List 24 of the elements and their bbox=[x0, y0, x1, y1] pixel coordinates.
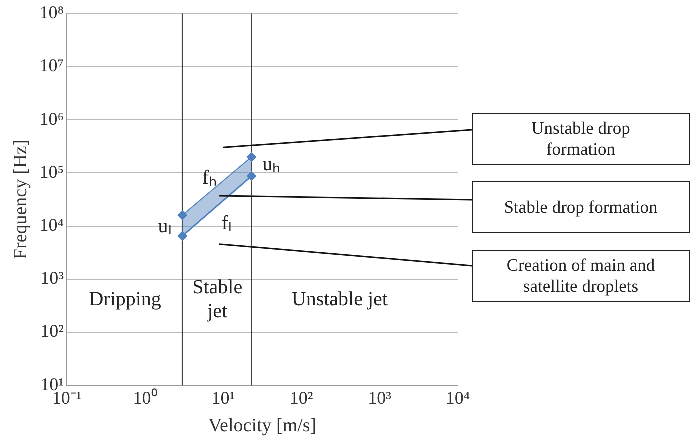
y-tick-label: 10⁵ bbox=[40, 162, 64, 182]
callout-box: Stable drop formation bbox=[472, 181, 690, 233]
annotation: fₕ bbox=[202, 166, 218, 189]
annotation: fₗ bbox=[222, 212, 232, 234]
annotation: Stable jet bbox=[192, 276, 243, 322]
x-axis-title: Velocity [m/s] bbox=[208, 416, 317, 437]
x-tick-label: 10³ bbox=[368, 388, 392, 408]
annotation: uₕ bbox=[262, 153, 281, 176]
x-tick-label: 10² bbox=[290, 388, 314, 408]
y-tick-label: 10⁴ bbox=[40, 214, 64, 235]
x-tick-label: 10¹ bbox=[212, 388, 236, 408]
y-tick-label: 10⁸ bbox=[40, 2, 64, 23]
x-tick-label: 10⁰ bbox=[133, 388, 158, 408]
y-tick-label: 10⁷ bbox=[40, 56, 64, 76]
y-tick-label: 10² bbox=[40, 321, 64, 342]
x-tick-label: 10⁴ bbox=[446, 388, 470, 408]
y-axis-title: Frequency [Hz] bbox=[10, 140, 32, 260]
annotation: Dripping bbox=[89, 288, 162, 310]
annotation: Unstable jet bbox=[292, 288, 388, 310]
y-tick-label: 10³ bbox=[40, 268, 65, 288]
y-tick-label: 10⁶ bbox=[40, 108, 64, 129]
callout-box: Unstable drop formation bbox=[472, 113, 690, 165]
callout-box: Creation of main and satellite droplets bbox=[472, 250, 690, 302]
annotation: uₗ bbox=[158, 215, 172, 238]
